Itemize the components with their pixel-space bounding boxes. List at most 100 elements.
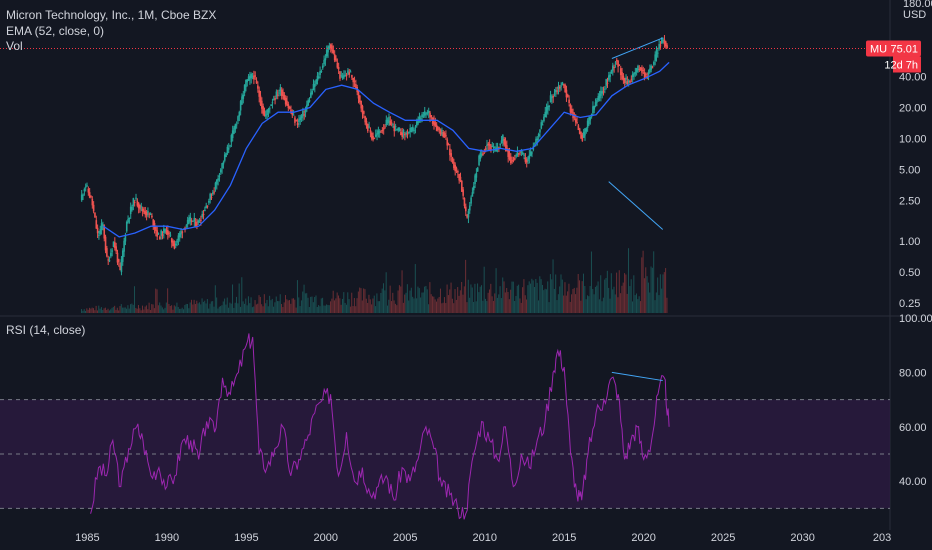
volume-bar: [486, 301, 488, 313]
volume-bar: [175, 306, 177, 313]
volume-bar: [544, 288, 546, 313]
volume-bar: [557, 294, 559, 313]
price-tick-label: 20.00: [899, 102, 927, 114]
candle-body: [96, 227, 99, 234]
candle-body: [612, 65, 614, 71]
candle-body: [127, 219, 129, 223]
volume-bar: [299, 306, 301, 313]
time-tick-label: 2010: [472, 532, 496, 544]
volume-bar: [463, 286, 465, 313]
volume-bar: [363, 288, 365, 313]
candle-body: [283, 94, 286, 101]
volume-bar: [567, 291, 569, 313]
candle-body: [596, 100, 598, 103]
volume-bar: [360, 288, 362, 313]
candle-body: [504, 141, 507, 147]
volume-bar: [304, 293, 306, 313]
volume-bar: [230, 303, 232, 313]
volume-bar: [110, 309, 112, 313]
volume-bar: [576, 287, 578, 313]
volume-bar: [171, 305, 173, 313]
volume-bar: [156, 289, 158, 313]
volume-bar: [553, 288, 555, 313]
candle-body: [300, 115, 303, 119]
volume-bar: [282, 307, 284, 313]
candle-body: [310, 92, 312, 98]
candle-body: [666, 45, 668, 49]
candle-body: [272, 99, 275, 101]
candle-body: [638, 68, 641, 70]
candle-body: [315, 79, 317, 84]
candle-body: [307, 100, 309, 106]
volume-bar: [626, 293, 628, 313]
volume-bar: [461, 281, 463, 313]
volume-bar: [206, 299, 208, 313]
volume-bar: [417, 286, 419, 313]
volume-bar: [145, 305, 147, 313]
volume-bar: [271, 298, 273, 313]
volume-bar: [204, 300, 206, 313]
volume-bar: [306, 293, 308, 313]
volume-bar: [424, 286, 426, 313]
candle-body: [390, 122, 393, 124]
volume-bar: [334, 300, 336, 313]
volume-bar: [102, 310, 104, 313]
volume-bar: [323, 305, 325, 313]
candle-body: [302, 110, 304, 117]
volume-bar: [630, 279, 632, 313]
volume-bar: [331, 298, 333, 313]
volume-bar: [600, 275, 602, 313]
candle-body: [133, 201, 136, 204]
candle-body: [418, 116, 421, 122]
volume-bar: [188, 308, 190, 313]
candle-body: [402, 130, 405, 134]
volume-bar: [376, 293, 378, 313]
candle-body: [549, 95, 552, 103]
volume-bar: [116, 307, 118, 313]
volume-bar: [421, 292, 423, 313]
candle-body: [413, 129, 415, 131]
volume-bar: [523, 279, 525, 313]
candle-body: [608, 75, 610, 80]
volume-bar: [187, 304, 189, 313]
candle-body: [110, 252, 112, 257]
volume-bar: [176, 302, 178, 313]
volume-bar: [488, 289, 490, 313]
volume-bar: [185, 303, 187, 313]
symbol-legend: Micron Technology, Inc., 1M, Cboe BZX: [6, 8, 216, 22]
volume-bar: [234, 302, 236, 313]
price-tick-label: 2.50: [899, 195, 920, 207]
volume-bar: [618, 270, 620, 313]
volume-bar: [312, 302, 314, 313]
volume-bar: [466, 302, 468, 313]
volume-bar: [638, 296, 640, 313]
candle-body: [227, 147, 230, 150]
volume-bar: [367, 302, 369, 313]
candle-body: [324, 58, 327, 61]
candle-body: [381, 129, 384, 131]
volume-bar: [192, 304, 194, 313]
volume-bar: [404, 294, 406, 313]
candle-body: [119, 265, 121, 270]
candle-body: [82, 194, 84, 196]
candle-body: [393, 125, 396, 132]
candle-body: [337, 66, 340, 70]
legend-title: Micron Technology, Inc., 1M, Cboe BZX: [6, 8, 217, 22]
volume-bar: [302, 291, 304, 313]
volume-bar: [597, 281, 599, 313]
volume-bar: [120, 304, 122, 313]
price-tick-label: 10.00: [899, 133, 927, 145]
time-tick-label: 2025: [711, 532, 735, 544]
volume-bar: [499, 286, 501, 313]
volume-bar: [612, 289, 614, 313]
candle-body: [414, 126, 417, 128]
volume-bar: [119, 306, 121, 313]
volume-bar: [651, 267, 653, 313]
candle-body: [282, 91, 284, 97]
candle-body: [386, 119, 389, 124]
volume-bar: [511, 281, 513, 313]
candle-body: [449, 148, 451, 156]
candle-body: [116, 252, 119, 263]
volume-bar: [622, 282, 624, 313]
